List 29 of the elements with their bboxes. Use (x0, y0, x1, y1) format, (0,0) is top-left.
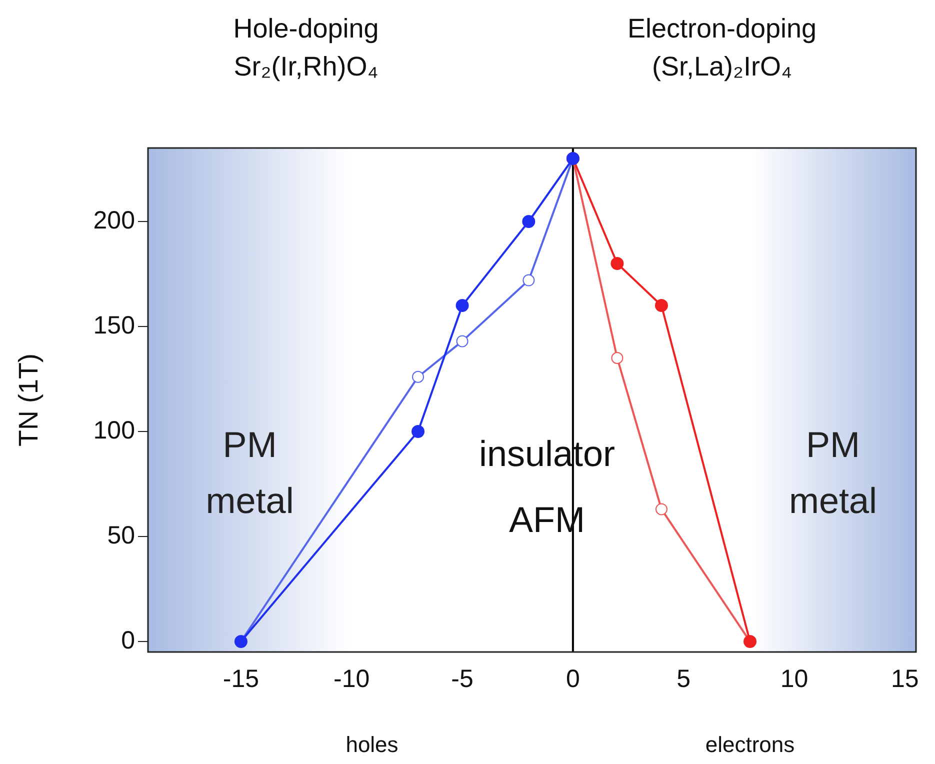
y-tick-label: 100 (93, 416, 135, 444)
text: Hole-doping Sr₂(Ir,Rh)O₄ (233, 13, 379, 82)
y-tick-label: 150 (93, 311, 135, 340)
x-tick-label: -5 (451, 664, 474, 693)
y-tick-label: 50 (107, 521, 135, 550)
text: Electron-doping (Sr,La)₂IrO₄ (627, 13, 817, 82)
x-tick-label: 5 (676, 664, 691, 693)
band-label: PM metal (788, 424, 878, 521)
point (522, 215, 536, 228)
point (522, 274, 535, 286)
x-tick-label: 15 (891, 664, 919, 693)
y-tick-label: 0 (121, 626, 135, 654)
band-label: PM metal (206, 424, 294, 521)
text: electrons (705, 732, 795, 758)
point (456, 335, 468, 348)
x-tick-label: 10 (780, 664, 808, 693)
point (456, 299, 469, 312)
x-tick-label: 0 (566, 664, 580, 693)
point (412, 370, 424, 383)
point (654, 299, 668, 312)
point (655, 503, 668, 516)
y-axis-title: TN (1T) (14, 354, 44, 446)
x-tick-label: -15 (222, 664, 260, 693)
point (611, 352, 624, 364)
y-tick-label: 200 (93, 206, 135, 234)
point (412, 425, 425, 438)
text: holes (346, 732, 398, 758)
x-tick-label: -10 (334, 664, 370, 693)
point (610, 257, 624, 270)
